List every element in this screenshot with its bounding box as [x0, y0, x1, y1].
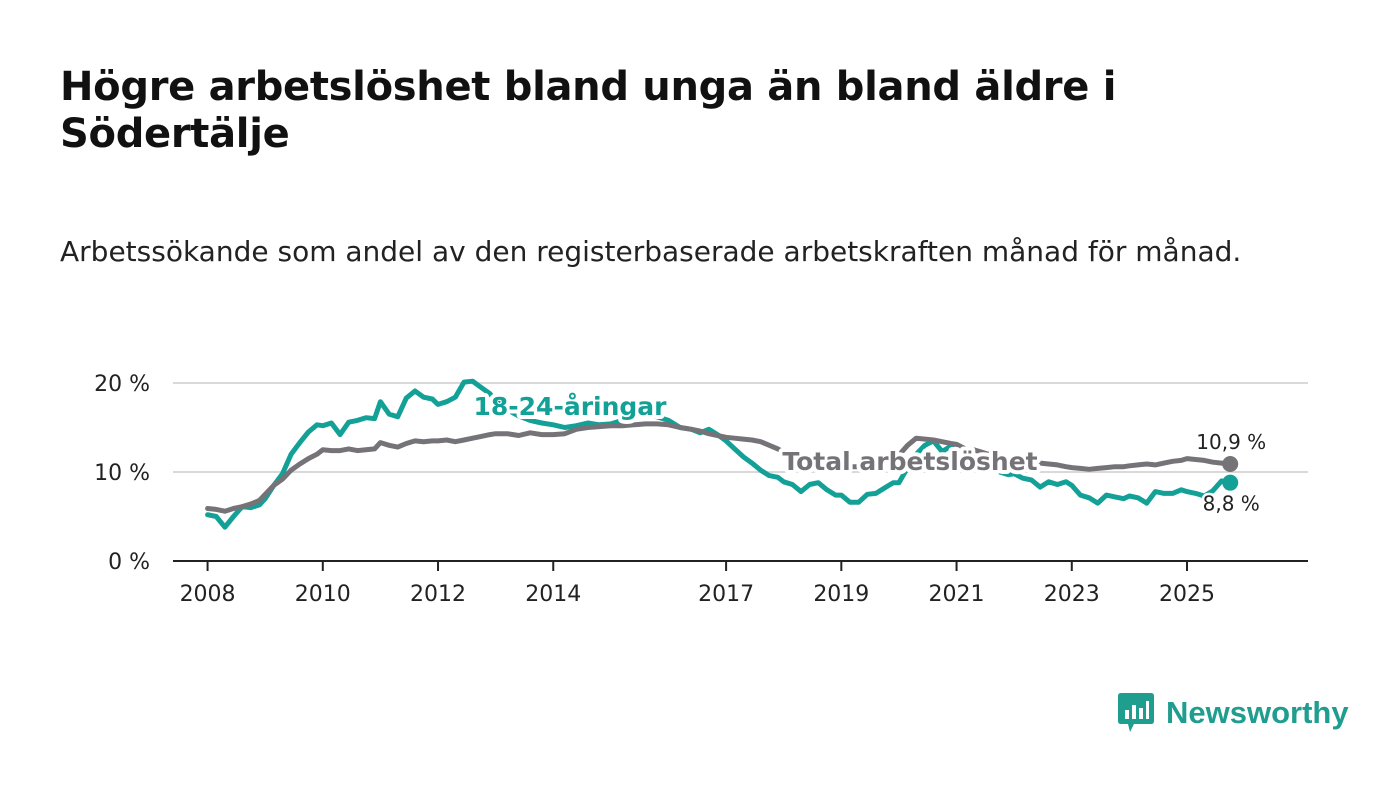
brand-name: Newsworthy — [1166, 695, 1349, 730]
end-value-total: 10,9 % — [1196, 430, 1266, 454]
x-tick-label: 2023 — [1044, 582, 1100, 607]
end-marker-youth — [1222, 474, 1239, 491]
chart-subtitle: Arbetssökande som andel av den registerb… — [60, 235, 1242, 268]
y-axis: 0 % 10 % 20 % — [94, 372, 150, 575]
y-tick-label: 20 % — [94, 372, 150, 397]
x-tick-label: 2021 — [929, 582, 985, 607]
end-value-youth: 8,8 % — [1203, 492, 1260, 516]
end-marker-total — [1222, 455, 1239, 472]
series-lines — [205, 378, 1233, 530]
x-tick-label: 2012 — [410, 582, 466, 607]
series-line-youth — [205, 378, 1233, 530]
series-line-total — [205, 421, 1233, 514]
newsworthy-logo: Newsworthy — [1118, 690, 1349, 736]
x-tick-label: 2010 — [295, 582, 351, 607]
series-label-total: Total arbetslöshet — [782, 447, 1037, 476]
x-axis: 2008 2010 2012 2014 2017 2019 2021 2023 2025 — [173, 560, 1308, 607]
y-tick-label: 0 % — [108, 550, 150, 575]
x-tick-label: 2014 — [525, 582, 581, 607]
x-tick-label: 2008 — [180, 582, 236, 607]
chart-title: Högre arbetslöshet bland unga än bland ä… — [60, 64, 1117, 157]
series-labels: 18-24-åringar Total arbetslöshet 10,9 % 8,8… — [470, 388, 1269, 518]
gridlines — [173, 382, 1308, 473]
x-tick-label: 2025 — [1159, 582, 1215, 607]
x-tick-label: 2017 — [698, 582, 754, 607]
y-tick-label: 10 % — [94, 461, 150, 486]
newsworthy-logo-icon — [1118, 693, 1154, 732]
series-label-youth: 18-24-åringar — [474, 392, 668, 421]
x-tick-label: 2019 — [813, 582, 869, 607]
